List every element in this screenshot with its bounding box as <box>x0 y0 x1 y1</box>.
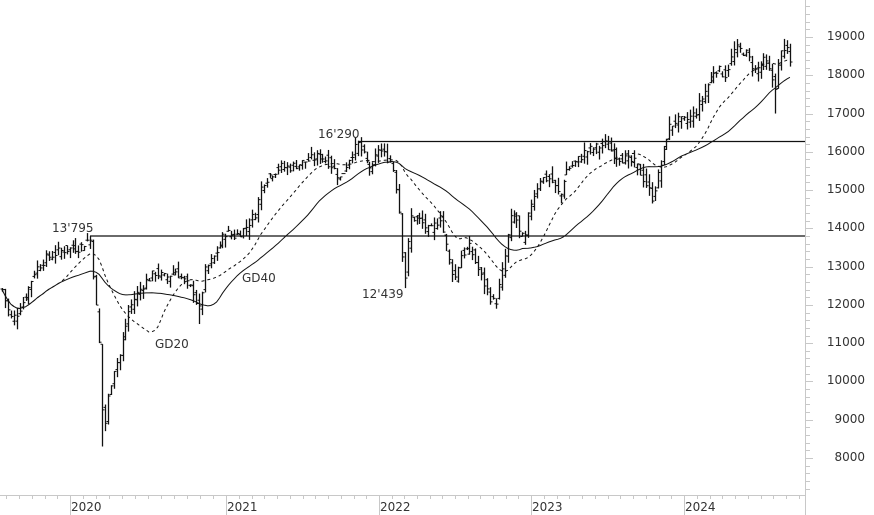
y-axis-label: 18000 <box>826 67 865 81</box>
annotation-12439: 12'439 <box>362 287 404 301</box>
y-axis-label: 17000 <box>826 106 865 120</box>
annotation-gd40: GD40 <box>242 271 276 285</box>
x-axis-label: 2021 <box>227 500 258 514</box>
annotation-16290: 16'290 <box>318 127 360 141</box>
annotation-13795: 13'795 <box>52 221 94 235</box>
axes <box>0 0 813 515</box>
y-axis-label: 12000 <box>826 297 865 311</box>
x-axis-label: 2024 <box>685 500 716 514</box>
y-axis-label: 14000 <box>826 220 865 234</box>
annotation-gd20: GD20 <box>155 337 189 351</box>
y-axis-label: 11000 <box>826 335 865 349</box>
y-axis-label: 8000 <box>834 450 865 464</box>
y-axis-label: 13000 <box>826 259 865 273</box>
price-bars <box>0 38 793 447</box>
x-axis-label: 2022 <box>380 500 411 514</box>
y-axis-label: 10000 <box>826 373 865 387</box>
y-axis-label: 16000 <box>826 144 865 158</box>
gd40-line <box>1 76 791 310</box>
y-axis-label: 15000 <box>826 182 865 196</box>
x-axis-label: 2023 <box>532 500 563 514</box>
y-axis-label: 9000 <box>834 412 865 426</box>
x-axis-label: 2020 <box>71 500 102 514</box>
y-axis-label: 19000 <box>826 29 865 43</box>
